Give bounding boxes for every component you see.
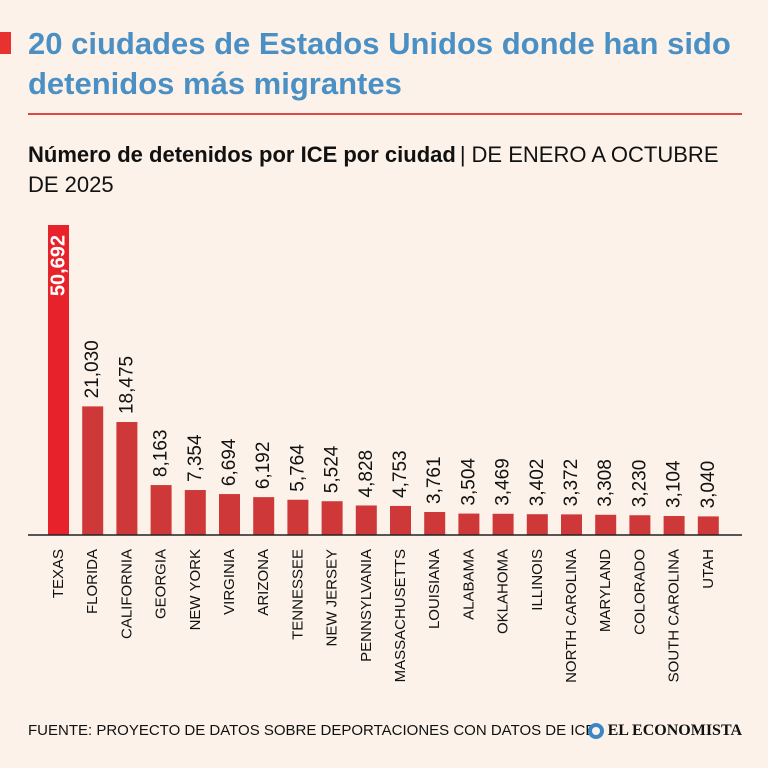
category-label: NEW JERSEY	[324, 549, 341, 647]
bar-virginia	[219, 494, 240, 535]
category-label: CALIFORNIA	[118, 549, 135, 639]
bar-south-carolina	[663, 516, 685, 535]
value-label: 50,692	[48, 235, 70, 296]
value-label: 3,372	[561, 459, 582, 507]
category-label: NORTH CAROLINA	[563, 549, 580, 683]
bar-alabama	[458, 513, 480, 535]
title-divider	[28, 113, 742, 115]
bar-colorado	[629, 515, 651, 535]
category-label: LOUISIANA	[426, 549, 443, 629]
bar-north-carolina	[561, 514, 582, 535]
bar-utah	[697, 516, 719, 535]
value-label: 6,192	[253, 442, 274, 490]
source-note: FUENTE: PROYECTO DE DATOS SOBRE DEPORTAC…	[28, 722, 596, 739]
category-label: ARIZONA	[255, 549, 272, 616]
category-label: PENNSYLVANIA	[358, 549, 375, 662]
category-label: GEORGIA	[153, 549, 170, 619]
value-label: 3,402	[527, 459, 548, 507]
category-label: VIRGINIA	[221, 549, 238, 615]
value-label: 5,764	[287, 444, 308, 492]
value-label: 7,354	[185, 434, 206, 482]
bar-maryland	[595, 514, 617, 535]
category-label: SOUTH CAROLINA	[666, 549, 683, 682]
bar-louisiana	[424, 512, 446, 535]
bar-arizona	[253, 497, 275, 535]
category-label: OKLAHOMA	[495, 549, 512, 634]
bar-georgia	[150, 485, 172, 535]
bar-new-york	[184, 490, 206, 535]
category-label: ALABAMA	[460, 549, 477, 620]
brand-name: EL ECONOMISTA	[607, 722, 742, 739]
bar-oklahoma	[492, 513, 514, 535]
category-label: NEW YORK	[187, 549, 204, 630]
subtitle-date-range: DE ENERO A OCTUBRE DE 2025	[28, 142, 719, 197]
value-label: 3,761	[424, 456, 445, 504]
subtitle-separator: |	[459, 142, 466, 167]
category-label: FLORIDA	[84, 549, 101, 614]
bar-california	[116, 422, 138, 535]
brand-logo-icon	[587, 723, 604, 739]
title-accent-mark	[0, 32, 11, 54]
value-label: 4,828	[356, 450, 377, 498]
value-label: 4,753	[390, 450, 411, 498]
category-label: TEXAS	[50, 549, 67, 598]
category-label: UTAH	[700, 549, 717, 589]
el-economista-logo: EL ECONOMISTA	[587, 722, 742, 740]
value-label: 5,524	[322, 445, 343, 493]
value-label: 6,694	[219, 438, 240, 486]
value-label: 8,163	[151, 430, 172, 478]
category-label: MASSACHUSETTS	[392, 549, 409, 682]
value-label: 21,030	[82, 340, 103, 398]
value-label: 18,475	[116, 356, 137, 414]
page-title: 20 ciudades de Estados Unidos donde han …	[28, 26, 731, 101]
value-label: 3,504	[458, 458, 479, 506]
value-label: 3,040	[698, 461, 719, 509]
category-label: TENNESSEE	[289, 549, 306, 640]
bar-illinois	[526, 514, 548, 535]
value-label: 3,469	[493, 458, 514, 506]
category-label: ILLINOIS	[529, 549, 546, 611]
chart-subtitle: Número de detenidos por ICE por ciudad | D…	[28, 140, 748, 200]
value-label: 3,104	[664, 460, 685, 508]
bar-tennessee	[287, 499, 309, 535]
value-label: 3,308	[595, 459, 616, 507]
bar-pennsylvania	[355, 505, 377, 535]
bar-texas	[48, 225, 69, 535]
subtitle-bold: Número de detenidos por ICE por ciudad	[28, 142, 456, 167]
bar-massachusetts	[390, 505, 411, 535]
bar-new-jersey	[321, 501, 343, 535]
category-label: COLORADO	[631, 549, 648, 635]
category-label: MARYLAND	[597, 549, 614, 632]
value-label: 3,230	[629, 460, 650, 508]
bar-florida	[82, 406, 104, 535]
